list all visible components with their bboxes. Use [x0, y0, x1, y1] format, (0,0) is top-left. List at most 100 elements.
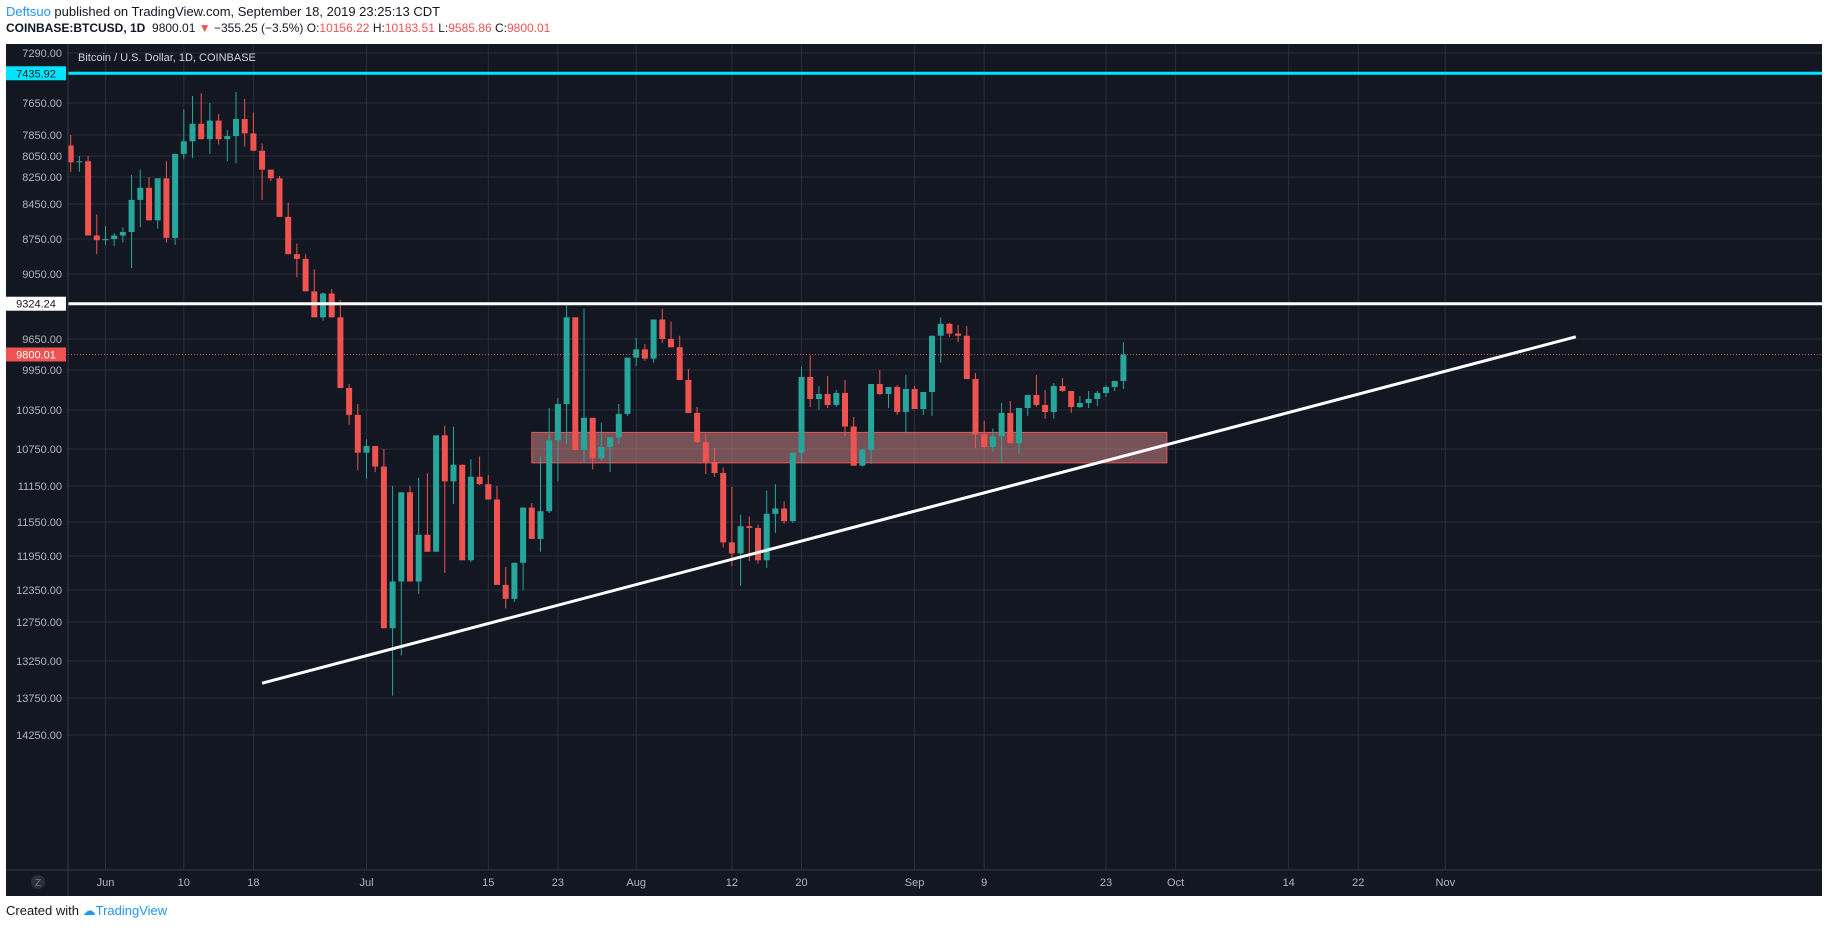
candle-body[interactable] — [798, 377, 805, 453]
candle-body[interactable] — [911, 389, 918, 409]
axis-badge-circle[interactable] — [31, 875, 45, 889]
candle-body[interactable] — [702, 442, 709, 462]
candle-body[interactable] — [676, 347, 683, 380]
candle-body[interactable] — [685, 380, 692, 413]
candle-body[interactable] — [876, 384, 883, 394]
candle-body[interactable] — [659, 319, 666, 340]
candle-body[interactable] — [946, 323, 953, 334]
candle-body[interactable] — [885, 387, 892, 394]
candle-body[interactable] — [93, 235, 100, 241]
candle-body[interactable] — [1033, 395, 1040, 405]
candle-body[interactable] — [259, 150, 266, 170]
candle-body[interactable] — [859, 449, 866, 466]
candle-body[interactable] — [633, 349, 640, 358]
candle-body[interactable] — [781, 508, 788, 522]
candle-body[interactable] — [650, 319, 657, 359]
candle-body[interactable] — [833, 393, 840, 405]
candle-body[interactable] — [607, 437, 614, 448]
candle-body[interactable] — [920, 392, 927, 409]
candle-body[interactable] — [589, 417, 596, 459]
candle-body[interactable] — [494, 499, 500, 585]
candle-body[interactable] — [981, 434, 988, 448]
candle-body[interactable] — [528, 507, 535, 539]
candle-body[interactable] — [163, 178, 170, 238]
candle-body[interactable] — [842, 393, 848, 427]
candle-body[interactable] — [694, 412, 701, 443]
candle-body[interactable] — [102, 239, 109, 241]
candle-body[interactable] — [154, 178, 161, 221]
candle-body[interactable] — [424, 534, 431, 552]
candle-body[interactable] — [111, 235, 118, 240]
candle-body[interactable] — [459, 464, 466, 561]
candle-body[interactable] — [119, 232, 126, 236]
candle-body[interactable] — [511, 562, 518, 599]
candle-body[interactable] — [320, 293, 326, 318]
candle-body[interactable] — [615, 413, 622, 438]
candle-body[interactable] — [989, 436, 996, 448]
candle-body[interactable] — [520, 507, 527, 563]
candle-body[interactable] — [172, 153, 179, 238]
candle-body[interactable] — [1050, 386, 1057, 412]
candle-body[interactable] — [198, 123, 205, 140]
candle-body[interactable] — [467, 476, 474, 561]
candle-body[interactable] — [711, 461, 718, 474]
candle-body[interactable] — [1068, 391, 1075, 407]
candle-body[interactable] — [598, 447, 605, 459]
candle-body[interactable] — [137, 187, 144, 200]
candle-body[interactable] — [398, 492, 405, 582]
candle-body[interactable] — [485, 484, 492, 500]
candle-body[interactable] — [441, 435, 448, 482]
candle-body[interactable] — [563, 317, 570, 404]
candle-body[interactable] — [807, 377, 814, 399]
candle-body[interactable] — [146, 187, 152, 221]
y-axis[interactable]: 7290.00 7650.00 7850.00 8050.00 8250.00 8450.… — [16, 48, 62, 742]
candle-body[interactable] — [1007, 412, 1014, 444]
candle-body[interactable] — [850, 426, 857, 466]
candle-body[interactable] — [302, 258, 309, 292]
candle-body[interactable] — [955, 333, 962, 336]
candle-body[interactable] — [1016, 408, 1022, 444]
candle-body[interactable] — [824, 394, 831, 405]
candle-body[interactable] — [233, 119, 239, 137]
candle-body[interactable] — [476, 476, 483, 485]
candle-body[interactable] — [572, 317, 579, 450]
candle-body[interactable] — [624, 357, 631, 414]
candle-body[interactable] — [337, 317, 344, 388]
candle-body[interactable] — [206, 120, 213, 140]
candle-body[interactable] — [641, 349, 648, 359]
candle-body[interactable] — [894, 387, 901, 412]
candle-body[interactable] — [415, 534, 422, 582]
candle-body[interactable] — [1042, 405, 1049, 412]
candle-body[interactable] — [285, 216, 292, 255]
candle-body[interactable] — [929, 335, 935, 392]
candle-body[interactable] — [1059, 386, 1066, 391]
candle-body[interactable] — [502, 584, 509, 599]
candle-body[interactable] — [407, 492, 413, 582]
price-chart[interactable]: 7290.00 7650.00 7850.00 8050.00 8250.00 8450.… — [6, 44, 1822, 896]
candle-body[interactable] — [293, 254, 300, 259]
tradingview-link[interactable]: TradingView — [95, 903, 168, 918]
axis-badge[interactable]: Z — [31, 875, 45, 889]
candle-body[interactable] — [581, 417, 587, 450]
candle-body[interactable] — [815, 394, 822, 399]
tradingview-logo-icon[interactable]: ☁ — [82, 903, 96, 918]
candle-body[interactable] — [737, 526, 744, 554]
candle-body[interactable] — [1085, 399, 1092, 403]
candle-body[interactable] — [668, 339, 674, 348]
candle-body[interactable] — [354, 414, 361, 453]
candle-body[interactable] — [1094, 393, 1101, 399]
candle-body[interactable] — [224, 136, 231, 140]
candle-body[interactable] — [433, 435, 440, 552]
candle-body[interactable] — [720, 473, 727, 543]
candle-body[interactable] — [180, 141, 187, 154]
candle-body[interactable] — [250, 133, 257, 151]
candle-body[interactable] — [1120, 354, 1127, 382]
author-link[interactable]: Deftsuo — [6, 4, 51, 19]
candle-body[interactable] — [963, 335, 970, 379]
candle-body[interactable] — [363, 446, 370, 453]
candle-body[interactable] — [85, 161, 92, 236]
candle-body[interactable] — [868, 384, 875, 450]
candle-body[interactable] — [189, 123, 196, 142]
candle-body[interactable] — [1111, 381, 1118, 387]
candle-body[interactable] — [380, 466, 387, 629]
